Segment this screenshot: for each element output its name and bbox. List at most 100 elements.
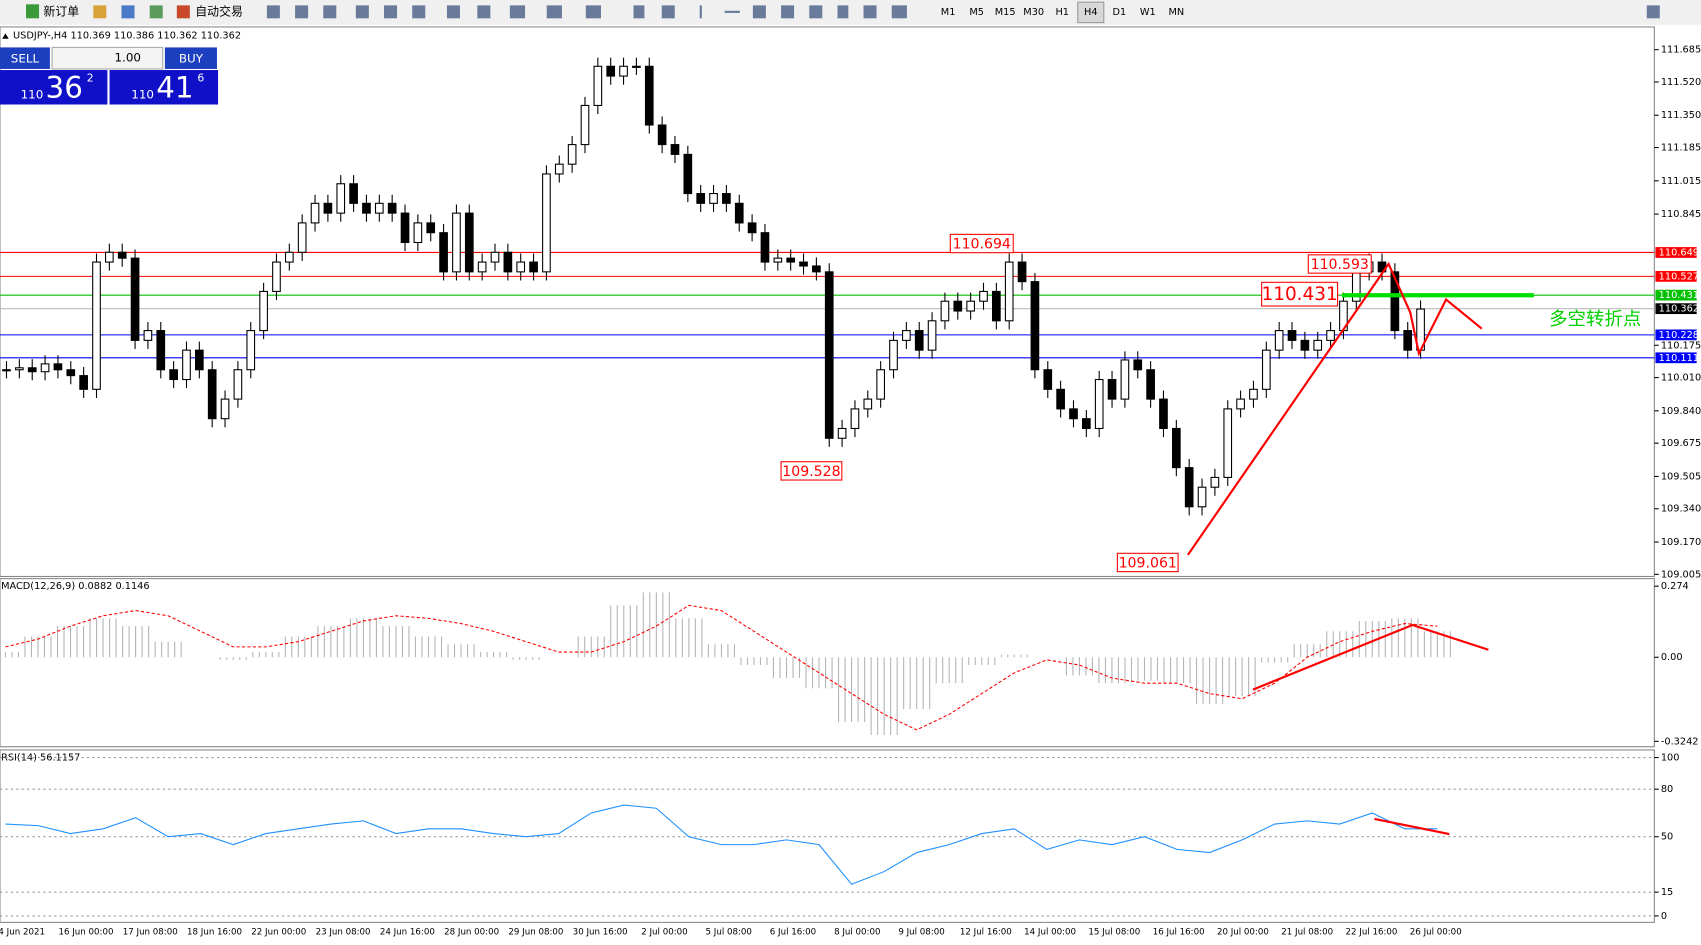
price-annotation: 110.431: [1261, 284, 1337, 305]
buy-button[interactable]: [164, 47, 217, 69]
buy-label[interactable]: BUY: [179, 52, 204, 66]
x-tick-label: 23 Jun 08:00: [316, 928, 371, 938]
candle: [657, 124, 667, 146]
candle: [2, 369, 11, 372]
icon[interactable]: [661, 5, 675, 19]
y-tick-label: 109.840: [1661, 406, 1701, 417]
x-tick-label: 15 Jul 08:00: [1088, 928, 1140, 938]
icon[interactable]: [121, 5, 135, 19]
price-label: 110.362: [1659, 304, 1699, 315]
icon[interactable]: [412, 5, 426, 19]
icon[interactable]: [585, 5, 601, 19]
x-tick-label: 17 Jun 08:00: [123, 928, 178, 938]
icon[interactable]: [355, 5, 369, 19]
macd-signal: [5, 604, 1438, 731]
icon[interactable]: [295, 5, 309, 19]
icon[interactable]: [781, 5, 795, 19]
x-tick-label: 16 Jul 16:00: [1153, 928, 1205, 938]
icon[interactable]: [509, 5, 526, 19]
timeframe[interactable]: D1: [1112, 7, 1126, 18]
candle: [1120, 359, 1130, 400]
new-order-icon[interactable]: [26, 4, 40, 19]
bid-sup: 2: [87, 72, 94, 85]
candle: [876, 369, 885, 400]
candle: [1043, 369, 1053, 390]
timeframe[interactable]: M5: [969, 7, 984, 18]
candle: [387, 202, 397, 214]
trade-panel: SELL 1.00 BUY 110 36 2 110 41 6: [0, 46, 219, 105]
timeframe[interactable]: M15: [995, 7, 1016, 18]
icon[interactable]: [323, 5, 337, 19]
candle: [760, 232, 770, 263]
icon[interactable]: [699, 5, 702, 19]
icon[interactable]: [837, 5, 849, 19]
timeframe[interactable]: H1: [1055, 7, 1069, 18]
candle: [837, 427, 847, 439]
candle: [606, 65, 616, 77]
candle: [1197, 486, 1207, 508]
y-tick-label: 111.685: [1661, 45, 1701, 56]
rsi-pane: [0, 749, 1655, 923]
candle: [1056, 388, 1065, 410]
new-order[interactable]: 新订单: [43, 4, 79, 18]
price-label-bg: [1655, 247, 1697, 258]
candle: [1017, 261, 1027, 283]
icon[interactable]: [266, 5, 280, 19]
bid-big: 110: [21, 87, 44, 101]
lots-input[interactable]: [51, 46, 164, 70]
candle: [464, 212, 474, 273]
timeframe[interactable]: W1: [1140, 7, 1156, 18]
timeframe[interactable]: H4: [1084, 7, 1098, 18]
icon[interactable]: [891, 5, 907, 19]
candle: [452, 212, 461, 273]
x-tick-label: 6 Jul 16:00: [770, 928, 816, 938]
candle: [182, 349, 191, 381]
icon[interactable]: [149, 5, 163, 19]
candle: [349, 183, 358, 204]
candle: [400, 212, 410, 244]
x-tick-label: 2 Jul 00:00: [641, 928, 687, 938]
trend-arrow: [1186, 261, 1483, 556]
icon[interactable]: [93, 5, 107, 19]
candle: [914, 330, 924, 351]
candle: [477, 261, 487, 273]
candle: [644, 65, 654, 126]
candle: [207, 369, 217, 420]
price-annotation: 109.528: [782, 464, 840, 480]
price-label-bg: [1655, 270, 1697, 282]
price-label-bg: [1655, 289, 1697, 301]
lots[interactable]: 1.00: [114, 51, 141, 65]
icon[interactable]: [633, 5, 645, 19]
icon[interactable]: [384, 5, 398, 19]
timeframe[interactable]: M1: [941, 7, 956, 18]
x-tick-label: 20 Jul 00:00: [1217, 928, 1269, 938]
icon[interactable]: [724, 10, 740, 13]
candle: [362, 202, 371, 214]
icon[interactable]: [863, 5, 877, 19]
timeframe[interactable]: M30: [1023, 7, 1044, 18]
auto-trading[interactable]: 自动交易: [195, 4, 243, 18]
bid-main: 36: [46, 70, 83, 104]
icon[interactable]: [446, 5, 460, 19]
ask-box[interactable]: [109, 70, 219, 105]
icon[interactable]: [809, 5, 823, 19]
candle: [953, 300, 963, 312]
candle: [1390, 271, 1400, 332]
sell-button[interactable]: [0, 47, 50, 69]
auto-trading-icon[interactable]: [176, 5, 190, 19]
bid-box[interactable]: [0, 70, 108, 105]
timeframe[interactable]: MN: [1169, 7, 1185, 18]
y-tick-label: 111.015: [1661, 176, 1701, 187]
sell-label[interactable]: SELL: [11, 52, 40, 66]
price-label-bg: [1655, 303, 1697, 315]
ask-main: 41: [156, 70, 193, 104]
candle: [15, 367, 24, 371]
candle: [940, 300, 950, 322]
icon[interactable]: [546, 5, 562, 19]
candle: [92, 261, 101, 390]
icon[interactable]: [752, 5, 766, 19]
candle: [1274, 330, 1284, 351]
search-icon[interactable]: [1646, 5, 1660, 19]
active-timeframe-bg[interactable]: [1077, 1, 1105, 24]
icon[interactable]: [477, 5, 491, 19]
